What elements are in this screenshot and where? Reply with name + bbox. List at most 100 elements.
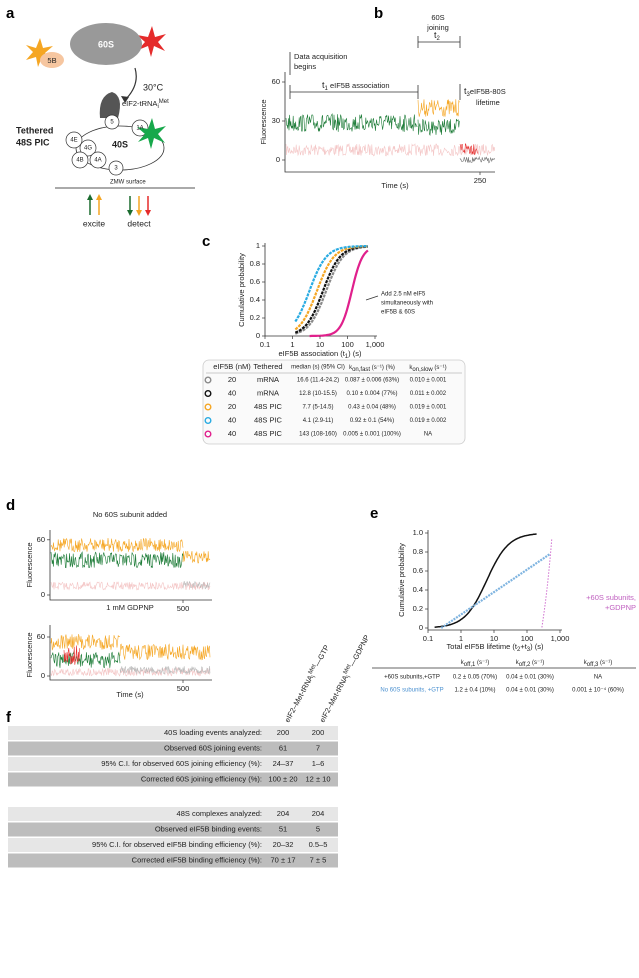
table-cell: 1–6 [312,759,325,768]
text: off,3 [587,662,599,668]
text: k [516,660,520,666]
y-axis-label: Cumulative probability [237,253,246,327]
table-cell: 200 [312,728,325,737]
text: t [322,80,325,90]
trace [182,580,211,590]
annotation: 60S [431,13,444,22]
text: ) (s) [348,349,362,358]
text: k [409,365,413,371]
annotation: t1 eIF5B association [322,80,390,91]
plot [427,530,562,631]
table-row [8,726,338,740]
annotation: Data acquisition [294,52,347,61]
table-cell: +60S subunits,+GTP [384,675,440,681]
table-cell: koff,2 (s⁻¹) [516,660,544,668]
table-cell: Tethered [253,362,282,371]
subunit-label: 60S [98,39,114,49]
text: on,fast [352,367,370,373]
table-cell: 12 ± 10 [306,774,331,783]
table-cell: 0.43 ± 0.04 (48%) [348,405,396,411]
subunit-label: 40S [112,139,128,149]
text: (s⁻¹) (%) [370,365,395,371]
detect-label: detect [127,218,151,228]
trace [285,113,418,133]
y-tick-label: 0.6 [250,277,260,286]
table-cell: Observed eIF5B binding events: [155,824,262,833]
x-axis-label: Time (s) [116,690,144,699]
text: 1 [345,354,349,360]
table-cell: 204 [312,809,325,818]
table-cell: 16.6 (11.4-24.2) [297,378,339,384]
text: 2 [517,647,521,653]
y-tick-label: 30 [272,116,280,125]
y-tick-label: 0.8 [413,547,423,556]
factor-label: 5 [110,120,114,126]
table-cell: Corrected eIF5B binding efficiency (%): [132,855,262,864]
trace [459,155,496,164]
text: t [464,86,467,96]
table-cell: 95% C.I. for observed eIF5B binding effi… [92,840,262,849]
table-cell: 1.2 ± 0.4 (10%) [455,688,496,694]
y-axis-label: Fluorescence [259,99,268,144]
text: i [346,675,352,679]
y-tick-label: 60 [272,77,280,86]
table-cell: 0.2 ± 0.05 (70%) [453,675,497,681]
y-tick-label: 0 [41,671,45,680]
table-cell: median (s) (95% CI) [291,365,345,371]
annotation: joining [426,23,449,32]
y-tick-label: 0 [419,623,423,632]
table-row [8,853,338,868]
table-cell: 4.1 (2.9-11) [303,418,334,424]
text: on,slow [412,367,433,373]
pic-label: 48S PIC [16,137,50,147]
panel-label: e [370,505,378,522]
text: k [461,660,465,666]
table-cell: 24–37 [273,759,294,768]
table-cell: 0.010 ± 0.001 [410,378,447,384]
text: eIF5B association (t [279,349,346,358]
y-axis-label: Cumulative probability [397,543,406,617]
table-cell: 0.019 ± 0.001 [410,405,447,411]
table-cell: 20 [228,375,236,384]
text: off,1 [464,662,476,668]
text: Total eIF5B lifetime (t [447,642,518,651]
table-row [8,838,338,852]
text: off,2 [519,662,531,668]
table-cell: 7.7 (5-14.5) [302,405,333,411]
pic-label: Tethered [16,125,53,135]
text: 3 [527,647,531,653]
x-tick-label: 100 [521,634,534,643]
table-cell: 0.10 ± 0.004 (77%) [347,391,398,397]
table-cell: kon,fast (s⁻¹) (%) [349,365,395,373]
table-cell: 40S loading events analyzed: [164,728,262,737]
y-axis-label: Fluorescence [25,632,34,677]
table-cell: kon,slow (s⁻¹) [409,365,446,373]
curve [541,538,553,628]
table-cell: 0.92 ± 0.1 (54%) [350,418,394,424]
table-cell: 0.011 ± 0.002 [410,391,447,397]
text: eIF2-tRNA [122,99,157,108]
table-cell: 40 [228,388,236,397]
trace [63,645,80,665]
trace [119,643,211,661]
text: —GTP [312,643,331,667]
x-tick-label: 1 [459,634,463,643]
x-tick-label: 1 [290,340,294,349]
annotation: eIF5B & 60S [381,310,415,316]
trace [50,551,184,569]
table-cell: koff,3 (s⁻¹) [584,660,612,668]
plot [264,243,377,338]
factor-label: 4A [94,158,101,164]
text: k [349,365,353,371]
annotation-arrow [365,295,379,301]
table-row [8,822,338,837]
y-tick-label: 0.2 [250,313,260,322]
panel-label: f [6,709,12,726]
legend-marker [204,417,212,425]
annotation: lifetime [476,98,500,107]
legend-label: +GDPNP [605,603,636,612]
trace [50,537,184,553]
curve [440,552,551,629]
surface-label: ZMW surface [110,180,146,186]
